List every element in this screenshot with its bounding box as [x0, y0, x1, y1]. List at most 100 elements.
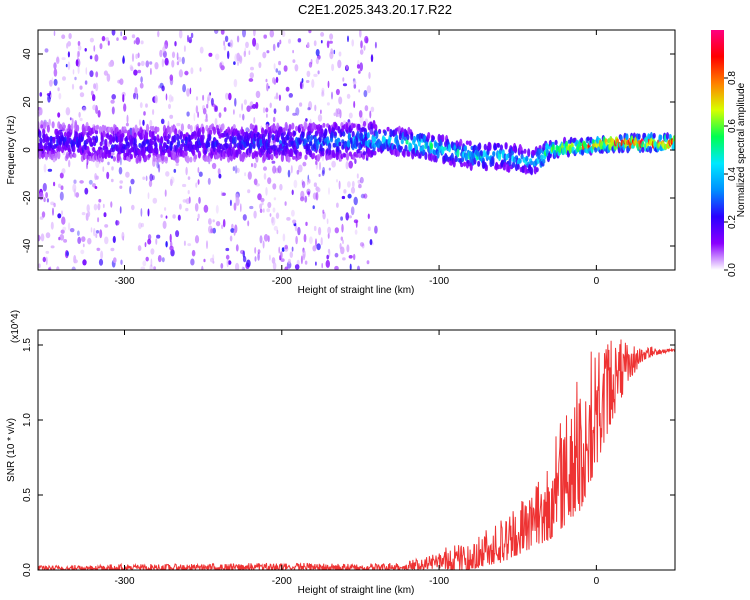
noise-speckle	[223, 45, 226, 51]
noise-speckle	[145, 60, 150, 68]
noise-speckle	[233, 229, 236, 236]
noise-speckle	[305, 221, 308, 226]
ridge-cell	[491, 155, 495, 164]
ridge-cell	[594, 146, 598, 153]
ridge-cell	[46, 124, 51, 133]
ridge-cell	[187, 123, 191, 130]
noise-speckle	[307, 107, 311, 111]
noise-speckle	[131, 53, 135, 62]
noise-speckle	[209, 257, 215, 263]
noise-speckle	[311, 79, 315, 88]
noise-speckle	[342, 83, 348, 87]
noise-speckle	[292, 219, 297, 224]
noise-speckle	[214, 118, 218, 126]
noise-speckle	[259, 208, 263, 213]
noise-speckle	[329, 33, 334, 40]
noise-speckle	[307, 42, 310, 48]
noise-speckle	[266, 82, 269, 92]
ridge-cell	[144, 154, 148, 162]
noise-speckle	[325, 259, 330, 268]
ridge-cell	[406, 133, 410, 141]
noise-speckle	[220, 191, 223, 197]
noise-speckle	[169, 233, 172, 243]
noise-speckle	[348, 215, 352, 219]
noise-speckle	[364, 105, 369, 112]
noise-speckle	[352, 80, 357, 85]
ridge-cell	[542, 159, 546, 164]
noise-speckle	[125, 171, 130, 178]
noise-speckle	[89, 37, 94, 43]
noise-speckle	[161, 85, 165, 92]
ridge-cell	[476, 149, 480, 157]
noise-speckle	[247, 220, 250, 227]
ridge-cell	[463, 145, 468, 152]
noise-speckle	[365, 37, 369, 44]
noise-speckle	[90, 90, 94, 96]
noise-speckle	[315, 238, 317, 247]
noise-speckle	[224, 35, 229, 42]
noise-speckle	[233, 78, 238, 88]
ridge-cell	[456, 148, 460, 158]
noise-speckle	[250, 66, 254, 71]
noise-speckle	[234, 53, 239, 62]
noise-speckle	[317, 70, 320, 75]
noise-speckle	[163, 44, 168, 49]
noise-speckle	[321, 87, 325, 94]
ridge-cell	[209, 129, 213, 136]
noise-speckle	[111, 166, 114, 171]
noise-speckle	[140, 40, 144, 45]
ridge-cell	[44, 152, 49, 160]
noise-speckle	[289, 251, 293, 258]
noise-speckle	[331, 160, 336, 168]
ridge-cell	[425, 140, 429, 149]
ridge-cell	[304, 154, 308, 160]
noise-speckle	[49, 266, 52, 270]
noise-speckle	[50, 245, 55, 249]
ridge-cell	[600, 148, 604, 154]
ridge-cell	[580, 149, 585, 156]
noise-speckle	[67, 51, 70, 58]
noise-speckle	[129, 185, 132, 195]
noise-speckle	[253, 210, 257, 219]
noise-speckle	[306, 188, 311, 195]
noise-speckle	[369, 239, 373, 246]
ridge-cell	[332, 152, 336, 159]
ridge-cell	[307, 134, 311, 140]
noise-speckle	[187, 176, 191, 181]
noise-speckle	[50, 221, 54, 230]
noise-speckle	[50, 201, 55, 206]
ridge-cell	[530, 160, 534, 166]
noise-speckle	[211, 162, 217, 170]
colorbar-ticks: 0.0 0.2 0.4 0.6 0.8	[724, 71, 738, 277]
noise-speckle	[322, 209, 325, 214]
noise-speckle	[175, 163, 179, 166]
ridge-cell	[137, 149, 141, 155]
noise-speckle	[257, 249, 261, 254]
noise-speckle	[61, 210, 63, 216]
noise-speckle	[190, 67, 194, 75]
noise-speckle	[79, 85, 83, 90]
noise-speckle	[227, 50, 230, 60]
noise-speckle	[206, 240, 208, 250]
noise-speckle	[340, 216, 343, 221]
noise-speckle	[88, 179, 93, 185]
noise-speckle	[104, 236, 109, 245]
noise-speckle	[330, 48, 334, 55]
noise-speckle	[279, 39, 282, 45]
noise-speckle	[183, 240, 186, 246]
ridge-cell	[208, 133, 212, 141]
snr-y-tick-label: 0.5	[22, 488, 33, 502]
noise-speckle	[220, 263, 224, 269]
noise-speckle	[147, 208, 150, 217]
noise-speckle	[313, 40, 317, 47]
ridge-cell	[160, 135, 164, 145]
noise-speckle	[273, 79, 277, 85]
noise-speckle	[283, 65, 288, 72]
ridge-cell	[201, 126, 205, 135]
noise-speckle	[317, 114, 323, 122]
noise-speckle	[254, 256, 257, 262]
noise-speckle	[95, 230, 100, 234]
noise-speckle	[312, 245, 317, 252]
noise-speckle	[61, 34, 66, 39]
